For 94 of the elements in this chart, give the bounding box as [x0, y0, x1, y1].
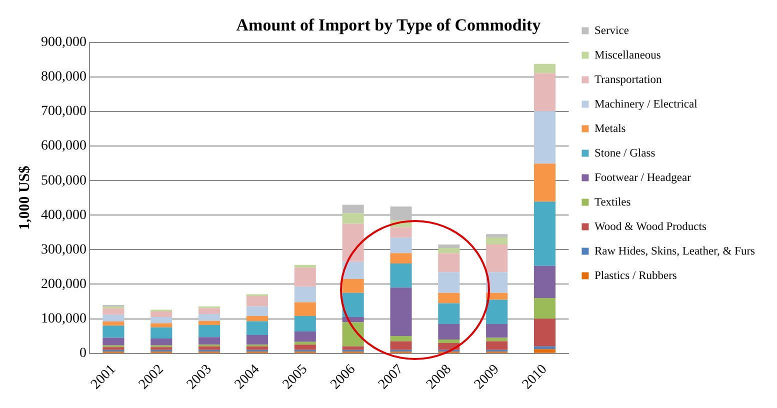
bar: [294, 264, 316, 268]
bar: [246, 321, 268, 336]
y-tick-label: 200,000: [41, 276, 86, 292]
bar: [102, 347, 124, 350]
y-tick-label: 800,000: [41, 70, 86, 85]
bar: [534, 318, 556, 346]
bar: [294, 316, 316, 332]
bar: [150, 338, 172, 346]
bar: [534, 349, 556, 353]
legend-label: Service: [594, 24, 629, 37]
bar: [102, 322, 124, 326]
bar: [342, 279, 364, 293]
y-axis-title: 1,000 US$: [16, 165, 33, 230]
bar: [246, 306, 268, 316]
bar: [294, 344, 316, 350]
y-tick-label: 500,000: [41, 173, 86, 188]
bar: [486, 238, 508, 244]
bar: [294, 286, 316, 302]
y-tick-label: 700,000: [41, 104, 86, 120]
bar: [390, 253, 412, 264]
bar: [198, 314, 220, 321]
bar: [390, 238, 412, 254]
bar: [486, 234, 508, 238]
bar: [246, 346, 268, 350]
legend-label: Metals: [594, 122, 626, 135]
bar: [486, 244, 508, 272]
bar: [342, 213, 364, 224]
bar: [102, 308, 124, 315]
bar: [246, 296, 268, 306]
bar: [390, 227, 412, 238]
bar: [294, 302, 316, 316]
bar: [390, 288, 412, 336]
bar: [534, 346, 556, 350]
bar: [198, 324, 220, 338]
bar: [438, 248, 460, 254]
bar: [246, 316, 268, 322]
bar: [198, 337, 220, 345]
bar: [438, 303, 460, 324]
bar: [294, 332, 316, 342]
bar: [438, 253, 460, 272]
bar: [438, 292, 460, 304]
bar: [150, 312, 172, 318]
legend-label: Transportation: [594, 74, 662, 86]
bar: [438, 272, 460, 293]
bar: [438, 244, 460, 248]
bar: [534, 111, 556, 164]
bar: [486, 341, 508, 350]
bar: [150, 327, 172, 338]
bar: [150, 347, 172, 350]
bar: [198, 308, 220, 314]
bar: [438, 340, 460, 343]
bar: [390, 341, 412, 350]
bar: [342, 224, 364, 262]
bar: [438, 324, 460, 340]
legend-label: Machinery / Electrical: [594, 98, 698, 110]
bar: [534, 64, 556, 74]
bar: [390, 336, 412, 342]
bar: [534, 298, 556, 319]
y-tick-label: 400,000: [41, 208, 86, 223]
bar: [534, 73, 556, 112]
bar: [150, 323, 172, 328]
bar: [198, 320, 220, 325]
y-tick-label: 300,000: [41, 242, 86, 258]
chart-title: Amount of Import by Type of Commodity: [236, 16, 542, 35]
legend-label: Raw Hides, Skins, Leather, & Furs: [594, 245, 756, 258]
legend-label: Miscellaneous: [594, 49, 662, 62]
bar: [342, 292, 364, 318]
bar: [534, 266, 556, 298]
bar: [102, 314, 124, 322]
y-tick-label: 100,000: [41, 311, 86, 326]
bar: [534, 202, 556, 266]
y-tick-label: 600,000: [41, 138, 86, 154]
bar: [102, 338, 124, 346]
bar: [198, 346, 220, 350]
bar: [150, 317, 172, 324]
y-tick-label: 900,000: [41, 35, 86, 50]
legend-label: Wood & Wood Products: [594, 220, 707, 233]
bar: [102, 326, 124, 338]
bar: [390, 206, 412, 220]
bar: [486, 324, 508, 338]
bar: [486, 300, 508, 324]
bar: [342, 204, 364, 214]
legend-label: Footwear / Headgear: [594, 172, 692, 184]
legend-label: Textiles: [594, 196, 632, 208]
bar: [534, 164, 556, 202]
legend-label: Stone / Glass: [594, 147, 656, 160]
bar: [342, 322, 364, 346]
bar: [294, 268, 316, 287]
bar: [294, 342, 316, 345]
legend-label: Plastics / Rubbers: [594, 270, 678, 282]
bar: [390, 264, 412, 288]
bar: [342, 346, 364, 350]
bar: [246, 335, 268, 345]
y-tick-label: 0: [80, 346, 86, 361]
